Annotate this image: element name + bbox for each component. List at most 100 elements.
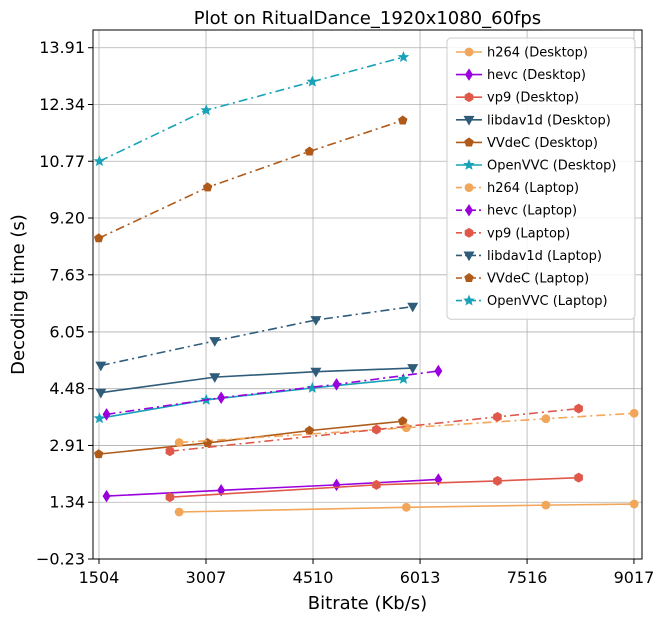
data-point (397, 51, 410, 63)
series-line (106, 370, 439, 416)
series-line (99, 378, 404, 420)
legend-item: hevc (Laptop) (456, 204, 577, 219)
y-tick-label: 9.20 (49, 209, 85, 228)
data-point (629, 408, 639, 418)
y-tick-label: 1.34 (49, 493, 85, 512)
x-tick-label: 1504 (79, 568, 120, 587)
legend-marker (463, 251, 475, 262)
series-vvdec-laptop (93, 115, 408, 243)
data-point (93, 449, 104, 459)
series-layer (93, 51, 639, 517)
legend-marker (464, 227, 474, 238)
y-tick-label: 13.91 (39, 38, 85, 57)
data-point (332, 478, 341, 492)
legend-item: OpenVVC (Laptop) (456, 294, 608, 309)
legend-item: h264 (Laptop) (456, 181, 579, 196)
legend-label: h264 (Desktop) (487, 46, 588, 61)
series-line (99, 56, 404, 162)
series-line (106, 478, 439, 497)
legend-marker (463, 158, 475, 170)
data-point (165, 446, 175, 457)
data-point (200, 104, 212, 116)
data-point (397, 115, 408, 125)
data-point (493, 475, 502, 486)
data-point (304, 146, 315, 156)
data-point (174, 507, 184, 517)
data-point (541, 414, 551, 424)
legend-label: hevc (Desktop) (487, 68, 586, 83)
legend-marker (463, 115, 475, 126)
legend-marker (464, 137, 474, 147)
data-point (202, 182, 213, 192)
y-axis-label: Decoding time (s) (8, 214, 29, 375)
y-tick-label: 4.48 (49, 379, 85, 398)
data-point (397, 372, 410, 384)
legend-label: libdav1d (Laptop) (487, 249, 602, 264)
data-point (306, 75, 319, 87)
series-hevc-laptop (102, 364, 443, 421)
data-point (93, 155, 106, 167)
data-point (93, 412, 106, 424)
legend-label: OpenVVC (Desktop) (487, 159, 616, 174)
data-point (304, 425, 315, 435)
data-point (174, 438, 184, 447)
x-tick-label: 4510 (293, 568, 334, 587)
x-tick-label: 9017 (614, 568, 655, 587)
series-line (169, 476, 579, 498)
legend-item: vp9 (Desktop) (456, 91, 579, 106)
data-point (102, 408, 111, 421)
series-line (100, 305, 413, 367)
series-line (98, 119, 404, 239)
data-point (332, 378, 341, 391)
series-h264-desktop (174, 499, 639, 517)
data-point (102, 489, 111, 503)
data-point (209, 337, 221, 347)
y-tick-label: 7.63 (49, 265, 85, 284)
plot-frame (92, 29, 643, 560)
data-point (165, 492, 175, 503)
legend-marker (465, 203, 473, 217)
series-libdav1d-laptop (95, 302, 419, 372)
legend-label: VVdeC (Desktop) (487, 136, 598, 151)
legend: h264 (Desktop) hevc (Desktop) vp9 (Desktop… (446, 37, 636, 320)
x-tick-label: 7516 (507, 568, 548, 587)
chart-title: Plot on RitualDance_1920x1080_60fps (194, 8, 541, 29)
y-tick-label: 12.34 (39, 95, 85, 114)
y-tick-label: 10.77 (39, 152, 85, 171)
data-point (372, 424, 381, 435)
data-point (401, 502, 411, 512)
legend-item: OpenVVC (Desktop) (456, 159, 616, 174)
legend-item: h264 (Desktop) (456, 46, 588, 61)
series-line (169, 407, 579, 453)
legend-label: VVdeC (Laptop) (487, 272, 589, 287)
series-line (100, 367, 413, 394)
legend-marker (464, 183, 474, 193)
legend-marker (464, 273, 474, 283)
legend-marker (465, 68, 473, 81)
legend-label: vp9 (Laptop) (487, 226, 570, 241)
legend-item: vp9 (Laptop) (456, 226, 570, 241)
data-point (397, 416, 408, 426)
data-point (310, 316, 322, 326)
legend-label: hevc (Laptop) (487, 204, 577, 219)
data-point (372, 479, 381, 490)
legend-marker (463, 294, 475, 306)
data-point (629, 499, 639, 509)
y-tick-label: 2.91 (49, 436, 85, 455)
legend-item: VVdeC (Desktop) (456, 136, 598, 151)
data-point (493, 411, 502, 422)
legend-marker (464, 47, 474, 57)
series-vp9-desktop (165, 472, 583, 503)
series-line (179, 503, 635, 513)
legend-box (446, 37, 636, 320)
data-point (202, 437, 213, 447)
data-point (95, 361, 107, 372)
legend-item: VVdeC (Laptop) (456, 272, 589, 287)
series-openvvc-desktop (93, 372, 410, 424)
x-tick-label: 6013 (400, 568, 441, 587)
data-point (95, 388, 107, 399)
series-openvvc-laptop (93, 51, 410, 167)
legend-label: libdav1d (Desktop) (487, 113, 611, 128)
